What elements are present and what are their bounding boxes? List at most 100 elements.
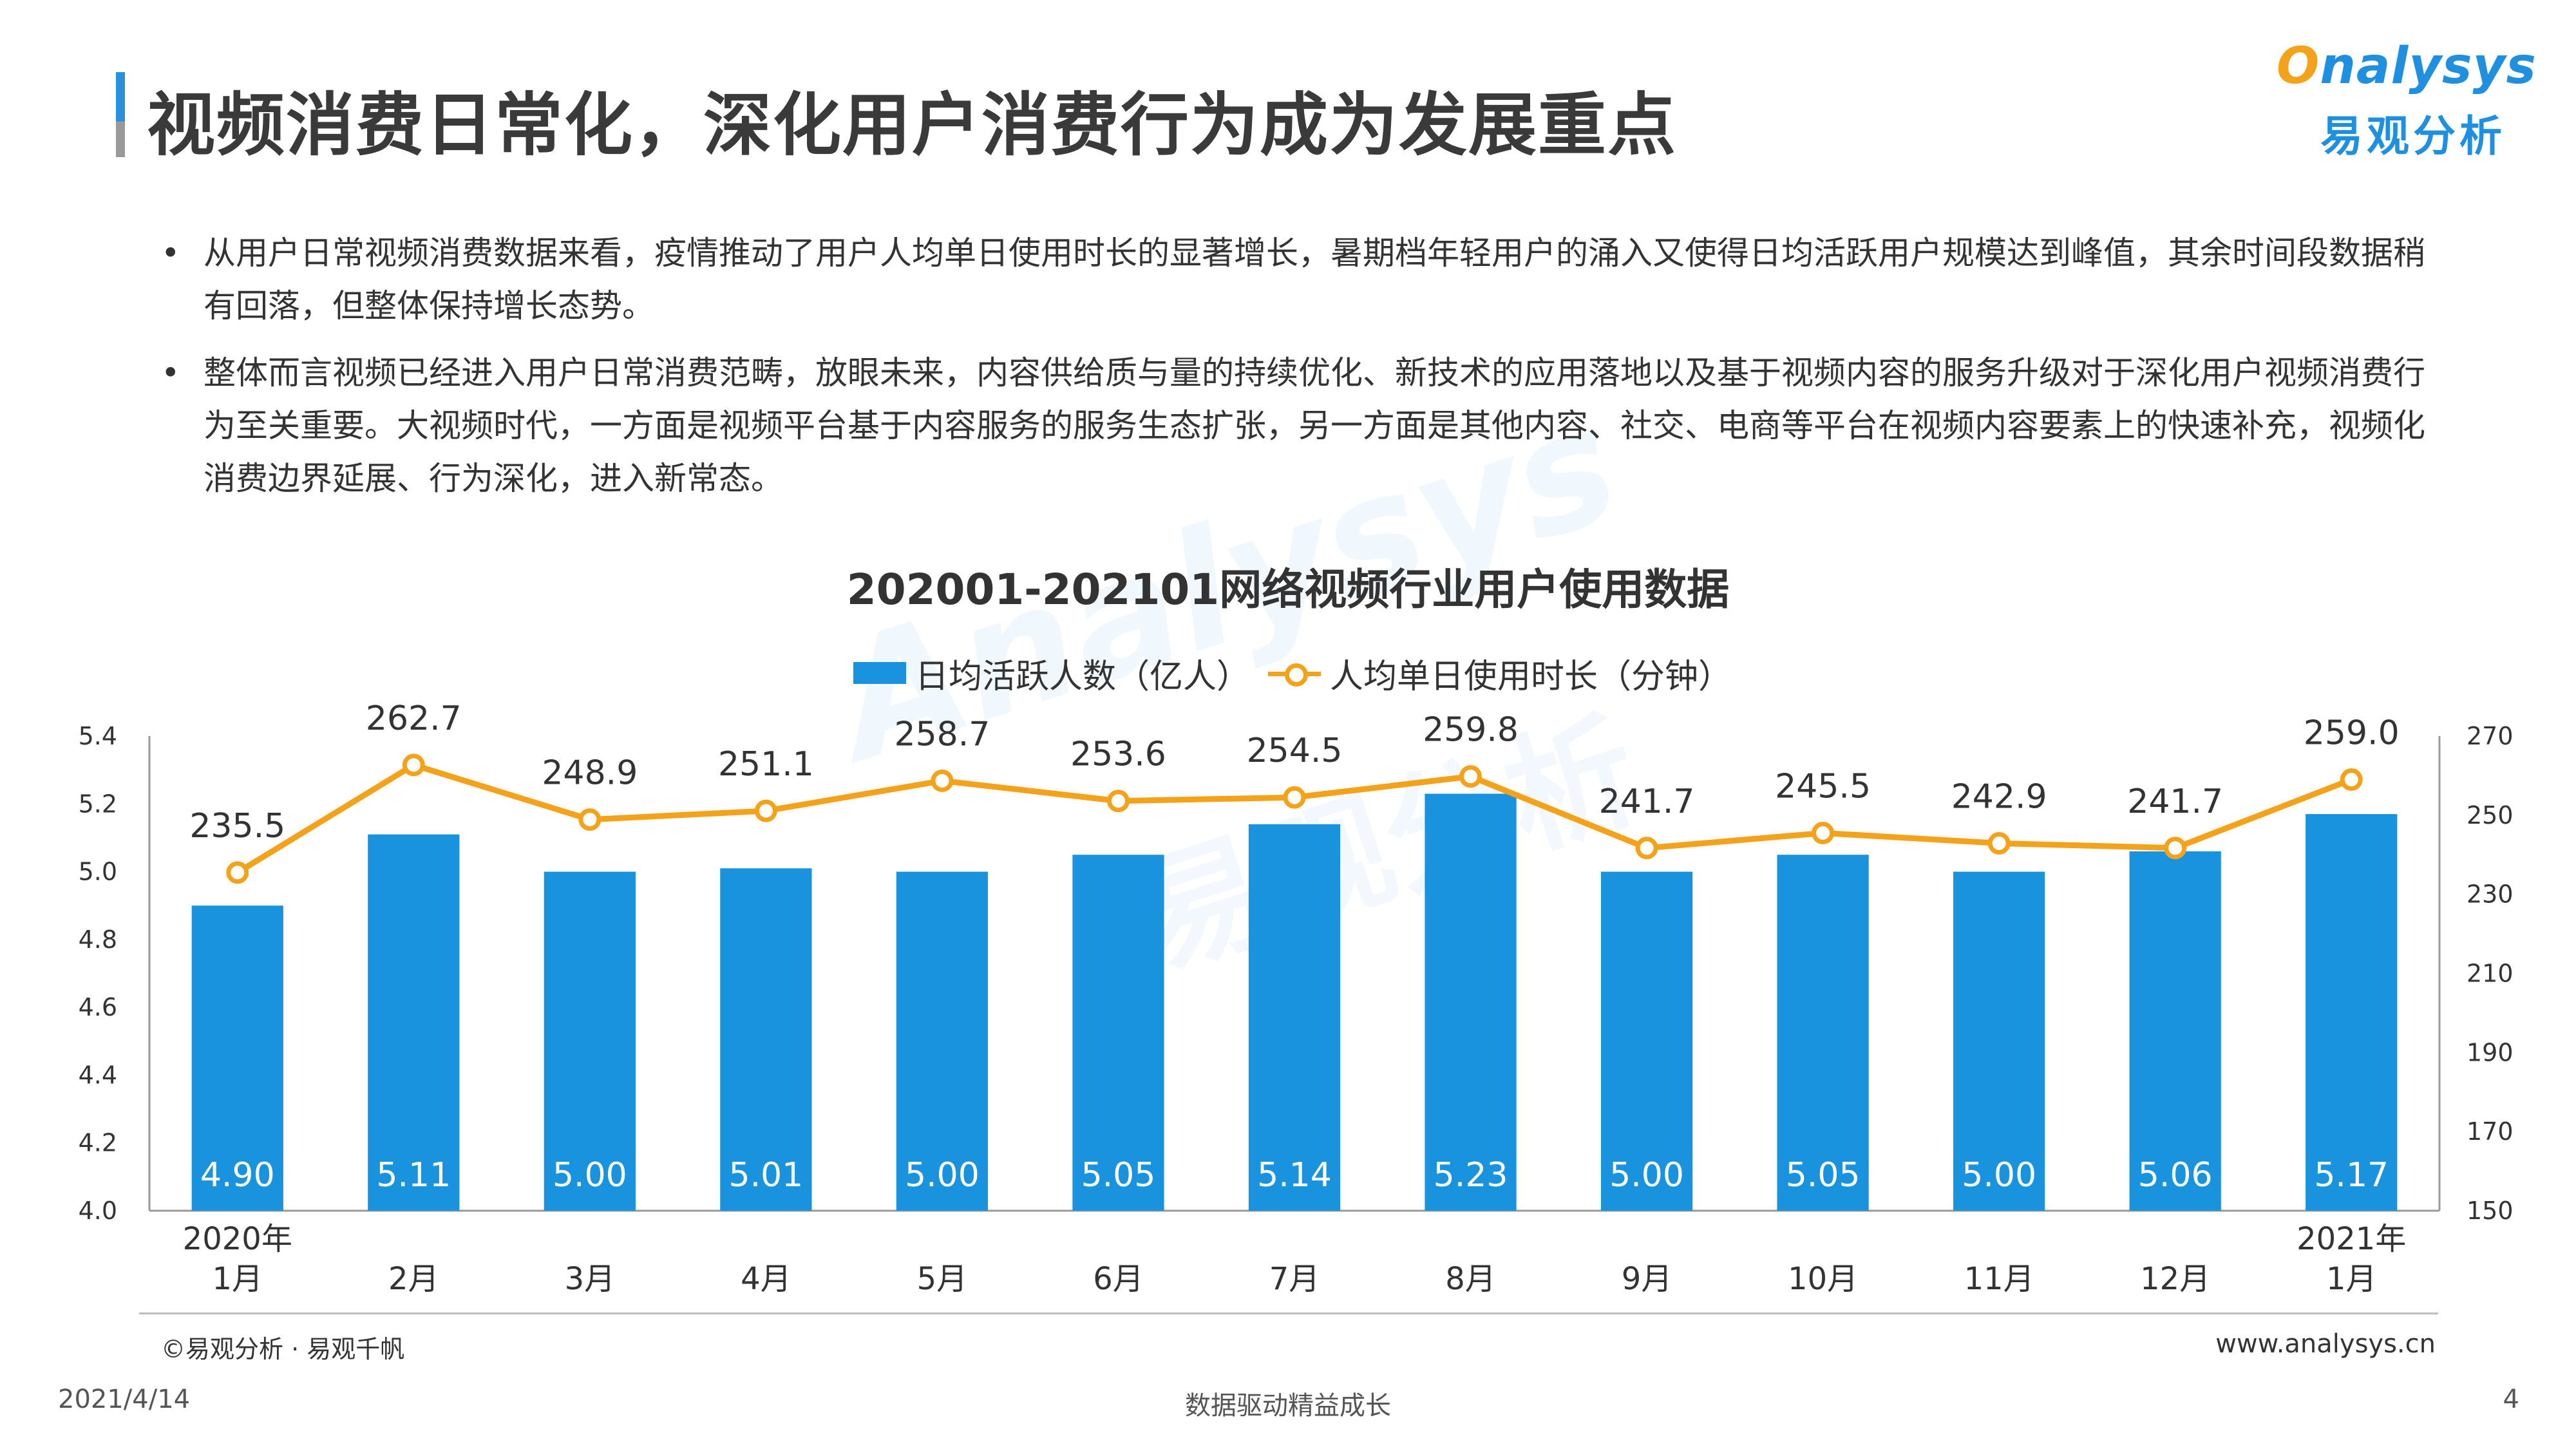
- usage-point: [578, 808, 601, 831]
- bar-dau: [1248, 824, 1341, 1211]
- usage-point: [931, 769, 954, 792]
- bar-value-label: 5.01: [728, 1156, 803, 1195]
- bar-dau: [544, 871, 636, 1211]
- page-title: 视频消费日常化，深化用户消费行为成为发展重点: [147, 86, 1677, 165]
- x-tick-label: 12月: [2140, 1261, 2210, 1297]
- y-tick-left: 4.8: [79, 925, 117, 954]
- bar-dau: [2129, 851, 2221, 1211]
- bar-value-label: 5.11: [376, 1156, 451, 1195]
- bullet-item: • 整体而言视频已经进入用户日常消费范畴，放眼未来，内容供给质与量的持续优化、新…: [161, 346, 2454, 505]
- bar-dau: [1072, 855, 1164, 1211]
- usage-point: [226, 861, 249, 884]
- x-tick-label: 9月: [1622, 1261, 1672, 1297]
- bar-value-label: 5.00: [553, 1156, 627, 1195]
- bar-dau: [1425, 793, 1517, 1211]
- usage-point: [1106, 790, 1130, 813]
- bullet-dot: •: [161, 354, 180, 392]
- x-tick-label: 2020年: [183, 1221, 292, 1257]
- y-tick-right: 270: [2467, 722, 2514, 750]
- x-tick-label: 2021年: [2297, 1221, 2406, 1257]
- usage-value-label: 241.7: [2127, 782, 2223, 821]
- bar-dau: [1600, 871, 1693, 1211]
- legend-item-usage: 人均单日使用时长（分钟）: [1268, 649, 1732, 697]
- footer-tagline: 数据驱动精益成长: [1185, 1391, 1391, 1421]
- x-tick-label: 6月: [1093, 1261, 1144, 1297]
- bar-dau: [191, 905, 283, 1211]
- bullet-dot: •: [161, 234, 180, 272]
- legend-bar-swatch: [853, 662, 906, 684]
- y-tick-right: 170: [2467, 1117, 2514, 1146]
- bar-value-label: 5.05: [1081, 1156, 1156, 1195]
- x-tick-label: 8月: [1445, 1261, 1496, 1297]
- bar-value-label: 5.14: [1257, 1156, 1332, 1195]
- x-tick-label: 1月: [2326, 1261, 2377, 1297]
- bar-dau: [896, 871, 989, 1211]
- bullet-list: • 从用户日常视频消费数据来看，疫情推动了用户人均单日使用时长的显著增长，暑期档…: [161, 227, 2454, 519]
- page-number: 4: [2503, 1385, 2519, 1414]
- x-tick-label: 1月: [212, 1261, 263, 1297]
- x-tick-label: 11月: [1964, 1261, 2034, 1297]
- data-source: ©易观分析 · 易观千帆: [161, 1335, 405, 1363]
- bullet-text: 整体而言视频已经进入用户日常消费范畴，放眼未来，内容供给质与量的持续优化、新技术…: [204, 354, 2425, 497]
- x-tick-label: 2月: [388, 1261, 439, 1297]
- legend-item-dau: 日均活跃人数（亿人）: [853, 649, 1250, 697]
- usage-point: [2340, 768, 2363, 791]
- usage-value-label: 259.0: [2304, 714, 2400, 753]
- bar-dau: [368, 834, 460, 1211]
- usage-point: [754, 799, 777, 822]
- usage-value-label: 258.7: [894, 715, 990, 753]
- website-link[interactable]: www.analysys.cn: [2215, 1329, 2436, 1359]
- usage-value-label: 242.9: [1951, 777, 2047, 816]
- bar-value-label: 5.17: [2314, 1156, 2389, 1195]
- y-tick-left: 5.0: [79, 858, 117, 886]
- x-tick-label: 7月: [1269, 1261, 1320, 1297]
- usage-point: [1812, 821, 1835, 844]
- legend-line-swatch: [1268, 662, 1321, 687]
- y-tick-right: 150: [2467, 1197, 2514, 1225]
- y-tick-right: 230: [2467, 880, 2514, 909]
- logo-wordmark: Onalysys: [2277, 37, 2537, 95]
- footer-divider: [139, 1312, 2438, 1314]
- usage-point: [402, 753, 425, 777]
- title-accent-bar: [116, 72, 125, 157]
- bullet-text: 从用户日常视频消费数据来看，疫情推动了用户人均单日使用时长的显著增长，暑期档年轻…: [204, 234, 2425, 325]
- usage-point: [1459, 765, 1482, 788]
- bar-dau: [1953, 871, 2045, 1211]
- bullet-item: • 从用户日常视频消费数据来看，疫情推动了用户人均单日使用时长的显著增长，暑期档…: [161, 227, 2454, 332]
- y-tick-left: 4.0: [79, 1197, 117, 1225]
- legend-label-dau: 日均活跃人数（亿人）: [915, 657, 1251, 696]
- x-tick-label: 3月: [565, 1261, 616, 1297]
- bar-dau: [2306, 814, 2398, 1211]
- y-tick-right: 210: [2467, 960, 2514, 988]
- bar-value-label: 5.00: [1609, 1156, 1684, 1195]
- usage-point: [1987, 831, 2011, 855]
- usage-point: [1635, 837, 1658, 860]
- usage-value-label: 262.7: [366, 699, 462, 738]
- bar-dau: [720, 868, 812, 1211]
- y-tick-left: 4.6: [79, 993, 117, 1021]
- usage-value-label: 241.7: [1599, 782, 1695, 821]
- x-tick-label: 5月: [917, 1261, 968, 1297]
- chart-legend: 日均活跃人数（亿人） 人均单日使用时长（分钟）: [853, 647, 1750, 699]
- usage-value-label: 259.8: [1423, 711, 1519, 750]
- usage-point: [1283, 786, 1306, 809]
- x-tick-label: 4月: [741, 1261, 791, 1297]
- y-tick-left: 5.2: [79, 790, 117, 818]
- y-tick-left: 5.4: [79, 722, 117, 750]
- legend-label-usage: 人均单日使用时长（分钟）: [1330, 657, 1732, 696]
- bar-dau: [1777, 855, 1869, 1211]
- y-tick-left: 4.4: [79, 1061, 117, 1089]
- usage-value-label: 245.5: [1775, 767, 1871, 806]
- y-tick-right: 250: [2467, 801, 2514, 829]
- usage-value-label: 253.6: [1070, 735, 1166, 774]
- bar-value-label: 4.90: [200, 1156, 275, 1195]
- bar-value-label: 5.06: [2138, 1156, 2213, 1195]
- usage-value-label: 248.9: [542, 754, 638, 793]
- logo-chinese: 易观分析: [2320, 111, 2506, 161]
- analysys-logo: Onalysys 易观分析: [2277, 37, 2537, 166]
- usage-value-label: 254.5: [1247, 732, 1343, 770]
- footer-date: 2021/4/14: [58, 1385, 191, 1414]
- bar-value-label: 5.23: [1434, 1156, 1508, 1195]
- usage-point: [2164, 837, 2187, 860]
